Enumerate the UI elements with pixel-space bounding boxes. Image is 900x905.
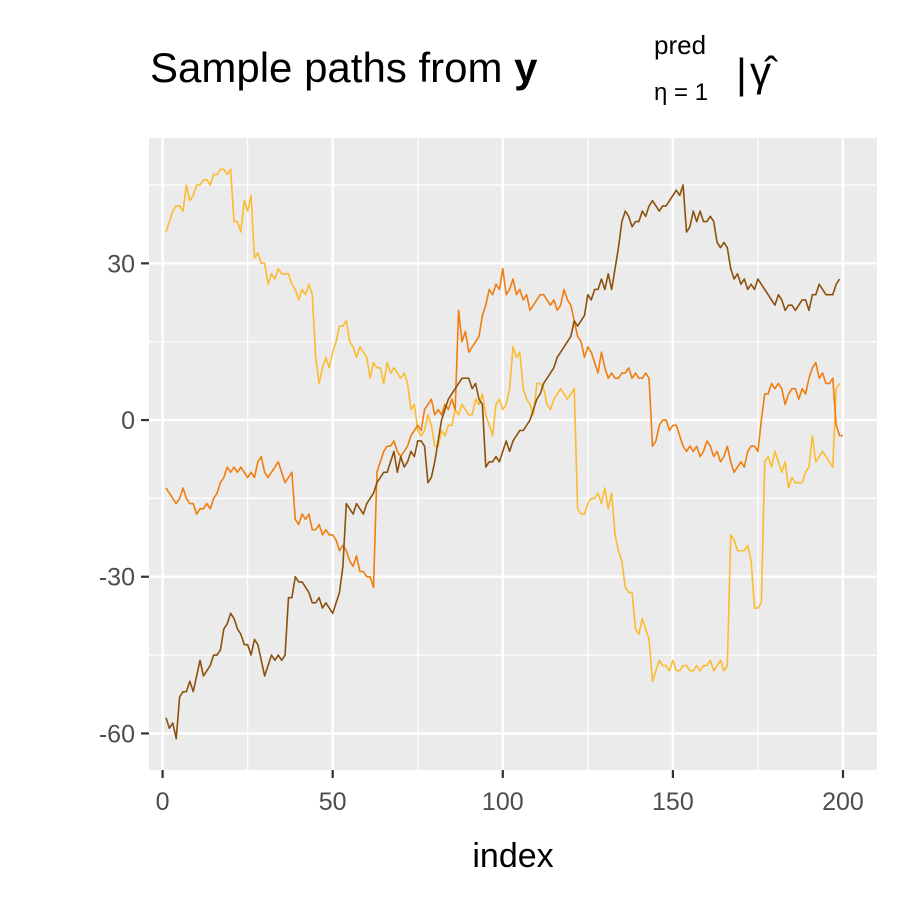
title-subscript: η = 1 — [654, 79, 708, 106]
svg-text:Sample paths from y: Sample paths from y — [150, 44, 538, 91]
plot-panel — [149, 138, 877, 770]
y-tick-label: -60 — [99, 720, 135, 748]
series-line-3 — [165, 184, 841, 740]
x-tick-label: 150 — [652, 788, 694, 816]
series-line-1 — [165, 168, 841, 683]
x-axis-title: index — [472, 837, 553, 875]
title-bold-symbol: y — [514, 44, 538, 91]
series-line-2 — [165, 267, 843, 588]
x-tick-label: 0 — [156, 788, 170, 816]
y-tick-label: -30 — [99, 564, 135, 592]
x-axis: 0 50 100 150 200 — [156, 770, 864, 816]
y-axis: -60 -30 0 30 — [99, 250, 149, 748]
x-tick-label: 50 — [319, 788, 347, 816]
x-tick-label: 100 — [482, 788, 524, 816]
y-tick-label: 30 — [107, 250, 135, 278]
major-gridlines — [149, 138, 877, 770]
x-tick-label: 200 — [822, 788, 864, 816]
title-prefix: Sample paths from — [150, 44, 514, 91]
y-tick-label: 0 — [121, 407, 135, 435]
series-layer — [165, 168, 843, 740]
minor-gridlines — [149, 138, 877, 770]
title-suffix: γ̂ — [750, 48, 778, 95]
chart-title: Sample paths from y pred η = 1 | γ̂ — [150, 30, 778, 106]
title-bar: | — [736, 50, 747, 97]
title-superscript: pred — [654, 30, 706, 60]
